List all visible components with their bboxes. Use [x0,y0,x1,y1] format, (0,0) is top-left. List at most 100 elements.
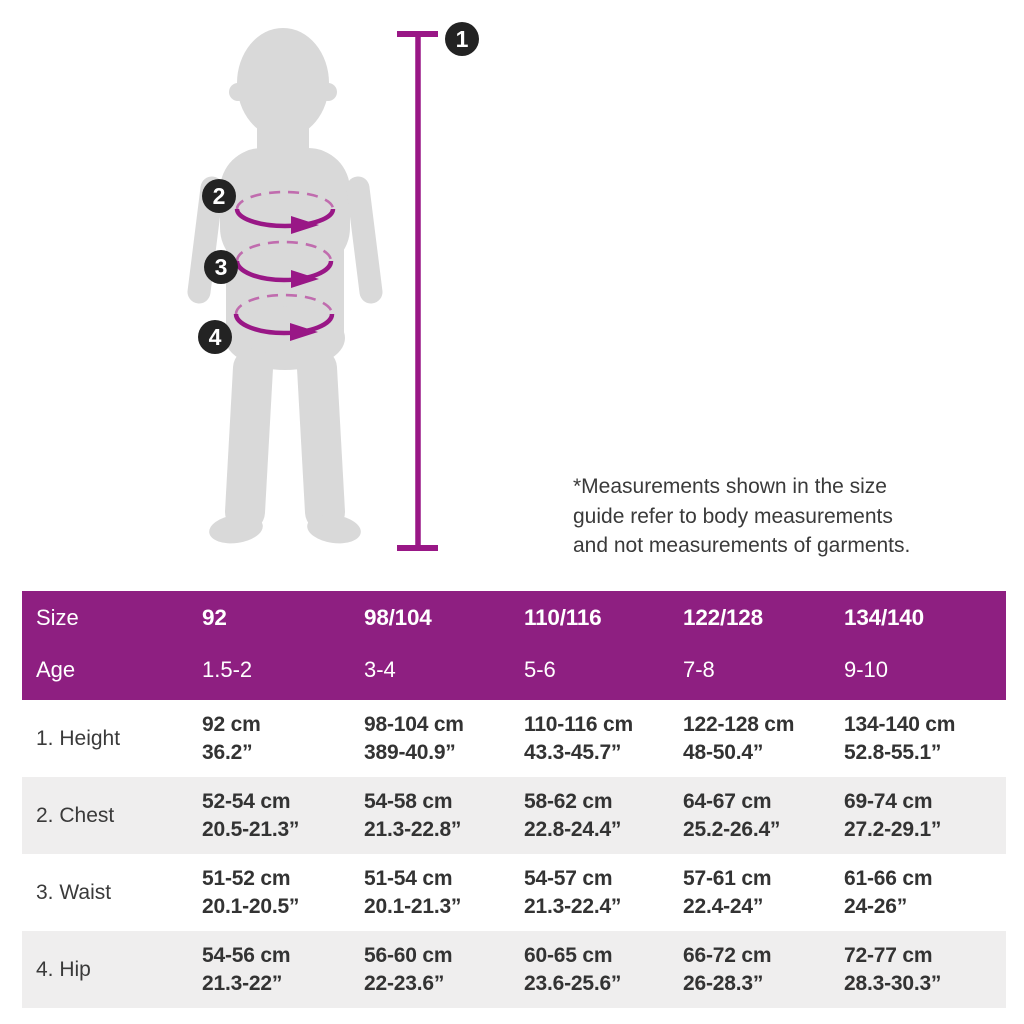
cm-value: 60-65 cm [524,943,613,967]
note-line: *Measurements shown in the size [573,475,887,498]
hip-measure-ellipse [233,293,335,341]
chest-measure-ellipse [234,190,336,234]
cm-value: 57-61 cm [683,866,772,890]
size-table-header: Size 92 98/104 110/116 122/128 134/140 A… [22,591,1006,700]
measurement-cell: 51-54 cm 20.1-21.3” [364,865,524,921]
inch-value: 21.3-22.4” [524,894,622,918]
age-value: 3-4 [364,657,396,682]
cm-value: 72-77 cm [844,943,933,967]
measurement-cell: 54-58 cm 21.3-22.8” [364,788,524,844]
measurement-cell: 61-66 cm 24-26” [844,865,1006,921]
hip-dashed-arc [234,293,334,315]
marker-2-number: 2 [213,183,226,209]
child-silhouette [187,28,383,544]
measurement-cell: 52-54 cm 20.5-21.3” [202,788,364,844]
hip-solid-arc [233,313,335,336]
measurement-cell: 98-104 cm 389-40.9” [364,711,524,767]
age-value: 5-6 [524,657,556,682]
inch-value: 22.4-24” [683,894,764,918]
cm-value: 61-66 cm [844,866,933,890]
cm-value: 51-54 cm [364,866,453,890]
inch-value: 52.8-55.1” [844,740,942,764]
size-label: Size [36,605,79,630]
cm-value: 69-74 cm [844,789,933,813]
waist-dashed-arc [235,240,333,262]
measurement-cell: 110-116 cm 43.3-45.7” [524,711,683,767]
inch-value: 20.5-21.3” [202,817,300,841]
cm-value: 54-58 cm [364,789,453,813]
age-value: 1.5-2 [202,657,253,682]
right-ear-shape [319,83,337,101]
size-value: 98/104 [364,605,432,630]
cm-value: 98-104 cm [364,712,464,736]
measurement-note: *Measurements shown in the size guide re… [573,472,953,561]
inch-value: 25.2-26.4” [683,817,781,841]
cm-value: 52-54 cm [202,789,291,813]
measurement-cell: 58-62 cm 22.8-24.4” [524,788,683,844]
size-header-row: Size 92 98/104 110/116 122/128 134/140 [22,605,1006,631]
chest-dashed-arc [235,190,335,210]
hip-arrow-icon [290,323,318,341]
cm-value: 66-72 cm [683,943,772,967]
measurement-cell: 66-72 cm 26-28.3” [683,942,844,998]
left-foot-shape [209,514,263,544]
cm-value: 58-62 cm [524,789,613,813]
cm-value: 122-128 cm [683,712,795,736]
chest-solid-arc [234,208,336,229]
note-line: guide refer to body measurements [573,504,893,528]
marker-1-circle [445,22,479,56]
row-label: 3. Waist [36,880,112,904]
marker-4-badge: 4 [198,320,232,354]
inch-value: 48-50.4” [683,740,764,764]
body-measurement-diagram: 1 2 3 4 [187,22,479,551]
age-label: Age [36,657,76,682]
marker-3-number: 3 [215,254,228,280]
row-label: 2. Chest [36,803,115,827]
cm-value: 110-116 cm [524,712,633,736]
measurement-cell: 51-52 cm 20.1-20.5” [202,865,364,921]
cm-value: 134-140 cm [844,712,956,736]
inch-value: 43.3-45.7” [524,740,622,764]
right-arm-shape [346,176,383,304]
note-line: and not measurements of garments. [573,534,911,557]
table-row-height: 1. Height 92 cm 36.2” 98-104 cm 389-40.9… [22,700,1006,777]
chest-arrow-icon [291,216,319,234]
inch-value: 22.8-24.4” [524,817,622,841]
table-row-chest: 2. Chest 52-54 cm 20.5-21.3” 54-58 cm 21… [22,777,1006,854]
waist-solid-arc [234,260,334,283]
left-ear-shape [229,83,247,101]
left-leg-shape [225,348,273,532]
marker-4-number: 4 [209,324,222,350]
measurement-cell: 56-60 cm 22-23.6” [364,942,524,998]
marker-3-badge: 3 [204,250,238,284]
inch-value: 36.2” [202,740,253,764]
table-row-waist: 3. Waist 51-52 cm 20.1-20.5” 51-54 cm 20… [22,854,1006,931]
inch-value: 24-26” [844,894,908,918]
right-leg-shape [297,348,345,532]
neck-shape [257,105,309,155]
size-value: 134/140 [844,605,924,630]
row-label: 4. Hip [36,957,91,981]
size-value: 110/116 [524,605,602,630]
age-value: 9-10 [844,657,889,682]
marker-1-badge: 1 [445,22,479,56]
measurement-cell: 92 cm 36.2” [202,711,364,767]
measurement-cell: 54-57 cm 21.3-22.4” [524,865,683,921]
inch-value: 28.3-30.3” [844,971,942,995]
size-table: Size 92 98/104 110/116 122/128 134/140 A… [22,591,1006,1008]
cm-value: 51-52 cm [202,866,291,890]
waist-measure-ellipse [234,240,334,288]
inch-value: 26-28.3” [683,971,764,995]
cm-value: 54-57 cm [524,866,613,890]
inch-value: 27.2-29.1” [844,817,942,841]
inch-value: 23.6-25.6” [524,971,622,995]
measurement-cell: 64-67 cm 25.2-26.4” [683,788,844,844]
measurement-cell: 134-140 cm 52.8-55.1” [844,711,1006,767]
marker-1-number: 1 [456,26,469,52]
measurement-cell: 122-128 cm 48-50.4” [683,711,844,767]
marker-2-badge: 2 [202,179,236,213]
waist-arrow-icon [291,270,319,288]
inch-value: 21.3-22” [202,971,283,995]
marker-2-circle [202,179,236,213]
